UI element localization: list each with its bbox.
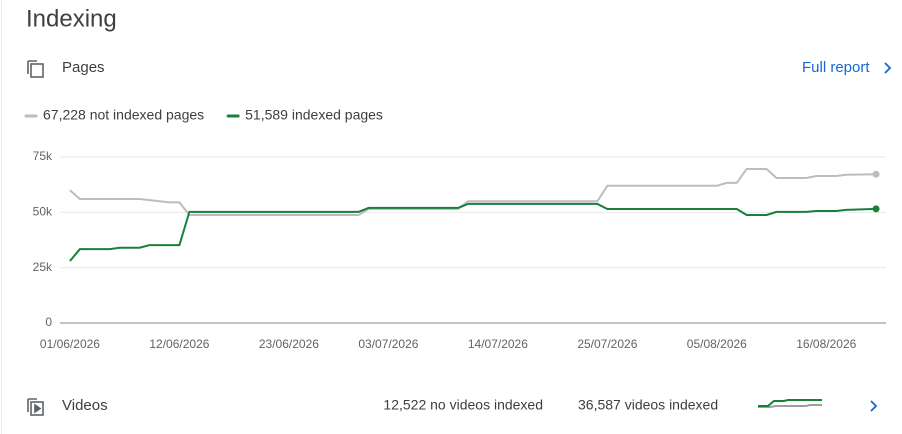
page-title: Indexing [26,5,117,32]
videos-sparkline [758,399,822,408]
legend: 67,228 not indexed pages 51,589 indexed p… [24,107,383,123]
x-tick-label: 05/08/2026 [687,337,747,351]
end-point [872,170,880,178]
x-tick-label: 03/07/2026 [358,337,418,351]
plot: 0 25k 50k 75k 01/06/2026 12/06/2026 23/06/2026… [33,149,886,351]
chevron[interactable] [870,400,878,412]
legend-label: 51,589 indexed pages [245,107,383,123]
x-tick-label: 23/06/2026 [259,337,319,351]
pages-icon [27,60,44,78]
y-tick-label: 75k [33,149,53,163]
y-tick-label: 0 [45,315,52,329]
end-point [872,205,880,213]
y-tick-label: 50k [33,205,53,219]
pages-label: Pages [62,59,105,76]
x-tick-label: 12/06/2026 [149,337,209,351]
x-tick-label: 25/07/2026 [577,337,637,351]
x-tick-label: 01/06/2026 [40,337,100,351]
full-report-link[interactable]: Full report [802,59,870,76]
videos-not-indexed: 12,522 no videos indexed [383,397,543,413]
videos-icon [27,398,44,416]
series-line [69,202,877,262]
chevron[interactable] [884,62,892,74]
videos-label: Videos [62,397,108,414]
series-line [69,167,877,216]
y-tick-label: 25k [33,260,53,274]
videos-indexed: 36,587 videos indexed [578,397,718,413]
legend-label: 67,228 not indexed pages [43,107,204,123]
x-tick-label: 14/07/2026 [468,337,528,351]
x-tick-label: 16/08/2026 [796,337,856,351]
